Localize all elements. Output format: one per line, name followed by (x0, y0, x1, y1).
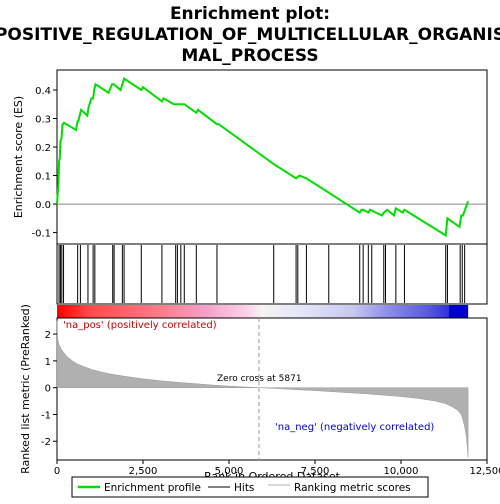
hits-marks (59, 245, 465, 303)
legend-label: Ranking metric scores (294, 482, 411, 494)
rank-color-bar-end (449, 305, 468, 318)
title-line-3: MAL_PROCESS (181, 46, 318, 66)
title-line-2: POSITIVE_REGULATION_OF_MULTICELLULAR_ORG… (0, 25, 500, 45)
es-panel-frame (57, 70, 487, 244)
negative-correlation-label: 'na_neg' (negatively correlated) (275, 422, 434, 433)
x-tick-label: 0 (54, 466, 60, 477)
enrichment-profile-line (57, 79, 468, 236)
es-y-tick-label: 0.3 (35, 114, 51, 125)
rank-color-bar (57, 305, 468, 318)
x-tick-label: 12,500 (470, 466, 500, 477)
ranking-metric-path (57, 321, 468, 458)
chart-title: Enrichment plot: POSITIVE_REGULATION_OF_… (0, 4, 500, 66)
enrichment-profile-polyline (57, 79, 468, 236)
title-line-1: Enrichment plot: (170, 4, 330, 24)
x-tick-label: 10,000 (384, 466, 419, 477)
metric-y-tick-label: 0 (45, 384, 51, 395)
legend-label: Hits (234, 482, 254, 494)
es-panel-ticks: -0.1 0.0 0.1 0.2 0.3 0.4 (31, 86, 487, 240)
metric-axis-label: Ranked list metric (PreRanked) (19, 304, 32, 474)
hits-panel-frame (57, 244, 487, 304)
es-y-tick-label: -0.1 (31, 229, 51, 240)
rank-color-bar-fill (57, 305, 468, 318)
ranking-metric-area (57, 321, 468, 458)
es-y-tick-label: 0.0 (35, 200, 51, 211)
metric-panel-ticks: -2 -1 0 1 2 (41, 318, 259, 460)
es-axis-label: Enrichment score (ES) (12, 96, 25, 218)
metric-y-tick-label: -2 (41, 437, 51, 448)
positive-correlation-label: 'na_pos' (positively correlated) (63, 320, 217, 331)
legend-label: Enrichment profile (104, 482, 201, 494)
es-y-tick-label: 0.2 (35, 143, 51, 154)
zero-cross-label: Zero cross at 5871 (217, 374, 302, 384)
metric-y-tick-label: -1 (41, 410, 51, 421)
es-y-tick-label: 0.1 (35, 172, 51, 183)
x-tick-label: 2,500 (129, 466, 158, 477)
es-y-tick-label: 0.4 (35, 86, 51, 97)
legend: Enrichment profile Hits Ranking metric sco… (72, 477, 428, 497)
metric-y-tick-label: 2 (45, 330, 51, 341)
metric-y-tick-label: 1 (45, 357, 51, 368)
